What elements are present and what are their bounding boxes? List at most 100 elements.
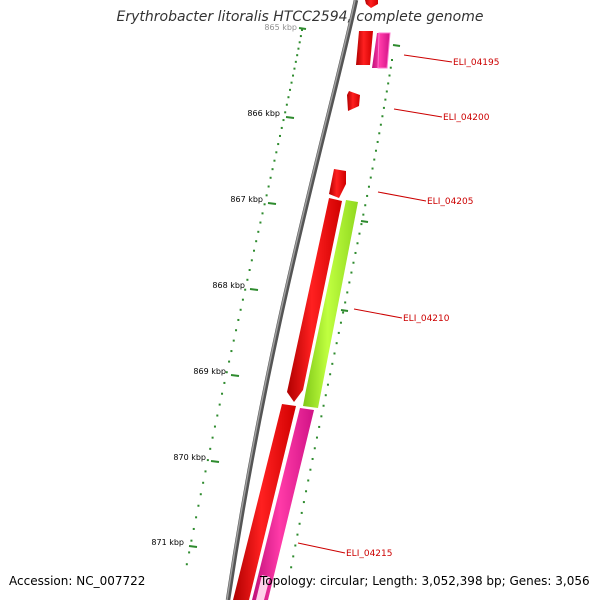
ring-dot — [253, 249, 256, 252]
gene-block[interactable] — [287, 198, 342, 402]
ring-dot — [362, 213, 365, 216]
ring-dot — [290, 81, 293, 84]
ring-dot — [230, 350, 233, 353]
ring-dot — [296, 533, 299, 536]
ring-dot — [202, 481, 205, 484]
gene-block[interactable] — [233, 404, 296, 600]
ring-dot — [298, 522, 301, 525]
tick-mark — [210, 460, 220, 463]
ring-dot — [389, 66, 392, 69]
ring-dot — [376, 140, 379, 143]
ring-dot — [244, 288, 247, 291]
ring-dot — [284, 111, 287, 114]
ring-dot — [188, 551, 191, 554]
ring-dot — [315, 436, 318, 439]
ring-dot — [333, 352, 336, 355]
gene-block[interactable] — [347, 91, 360, 111]
accession-text: Accession: NC_007722 — [9, 574, 146, 588]
ring-dot — [250, 259, 253, 262]
ring-dot — [209, 447, 212, 450]
gene-block[interactable] — [365, 0, 378, 8]
ring-dot — [371, 167, 374, 170]
ring-dot — [255, 240, 258, 243]
ring-dot — [324, 394, 327, 397]
ring-dot — [369, 176, 372, 179]
ring-dot — [280, 126, 283, 129]
ring-dot — [237, 318, 240, 321]
ring-dot — [301, 29, 303, 31]
ring-dot — [373, 158, 376, 161]
ring-dot — [391, 59, 393, 61]
ring-dot — [298, 41, 301, 44]
gene-block[interactable] — [329, 169, 346, 198]
ring-dot — [331, 362, 334, 365]
gene-label: ELI_04205 — [427, 197, 474, 207]
ring-dot — [326, 383, 329, 386]
ring-dot — [287, 96, 290, 99]
ring-dot — [352, 261, 355, 264]
ring-dot — [296, 54, 299, 57]
gene-block[interactable] — [252, 408, 314, 600]
ring-dot — [278, 134, 281, 137]
ring-dot — [318, 425, 321, 428]
tick-mark — [285, 116, 295, 119]
ring-dot — [223, 381, 226, 384]
tick-mark — [188, 545, 198, 548]
ring-dot — [364, 204, 367, 207]
ring-dot — [311, 457, 314, 460]
ring-dot — [275, 151, 278, 154]
genome-backbone — [225, 0, 359, 600]
ring-dot — [192, 527, 195, 530]
tick-label: 869 kbp — [193, 367, 226, 376]
ring-dot — [269, 176, 272, 179]
ring-dot — [213, 425, 216, 428]
inner-dotted-ring — [185, 29, 303, 566]
ring-dot — [366, 194, 369, 197]
scale-ticks: 865 kbp 866 kbp 867 kbp 868 kbp 869 kbp … — [151, 23, 307, 548]
ring-dot — [382, 106, 385, 109]
ring-dot — [239, 308, 242, 311]
ring-dot — [379, 123, 382, 126]
gene-block[interactable] — [372, 33, 390, 68]
ring-dot — [265, 194, 268, 197]
tick-label: 867 kbp — [230, 195, 263, 204]
ring-dot — [257, 230, 260, 233]
outer-tick-marks — [340, 44, 401, 312]
ring-dot — [199, 493, 202, 496]
ring-dot — [378, 132, 381, 135]
ring-dot — [307, 479, 310, 482]
tick-label: 865 kbp — [264, 23, 297, 32]
tick-mark — [249, 288, 259, 291]
ring-dot — [267, 185, 270, 188]
ring-dot — [300, 511, 303, 514]
ring-dot — [216, 414, 219, 417]
ring-dot — [290, 566, 293, 569]
ring-dot — [289, 88, 292, 91]
ring-dot — [346, 291, 349, 294]
topology-text: Topology: circular; Length: 3,052,398 bp… — [260, 574, 590, 588]
tick-label: 868 kbp — [212, 281, 245, 290]
gene-block[interactable] — [356, 31, 373, 65]
tick-mark — [230, 374, 240, 377]
tick-label: 871 kbp — [151, 538, 184, 547]
ring-dot — [285, 103, 288, 106]
ring-dot — [337, 331, 340, 334]
ring-dot — [294, 544, 297, 547]
ring-dot — [261, 212, 264, 215]
ring-dot — [246, 278, 249, 281]
ring-dot — [342, 311, 345, 314]
ring-dot — [292, 555, 295, 558]
ring-dot — [211, 436, 214, 439]
gene-block[interactable] — [303, 200, 358, 408]
ring-dot — [259, 221, 262, 224]
ring-dot — [313, 447, 316, 450]
ring-dot — [299, 35, 302, 38]
ring-dot — [204, 470, 207, 473]
ring-dot — [225, 371, 228, 374]
ring-dot — [348, 281, 351, 284]
ring-dot — [277, 143, 280, 146]
ring-dot — [293, 67, 296, 70]
ring-dot — [206, 459, 209, 462]
ring-dot — [385, 90, 388, 93]
